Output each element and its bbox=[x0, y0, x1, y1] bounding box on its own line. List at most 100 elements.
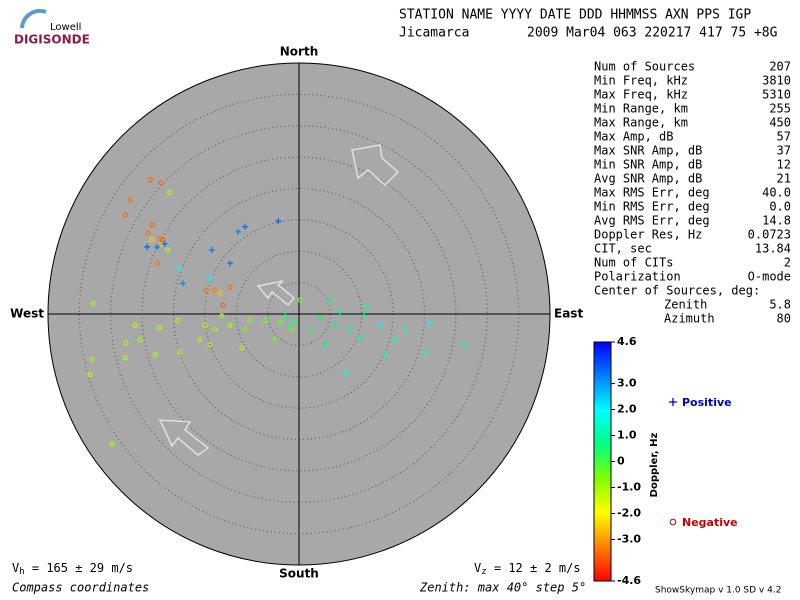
stat-label: Doppler Res, Hz bbox=[594, 228, 702, 242]
zenith-note: Zenith: max 40° step 5° bbox=[419, 581, 586, 595]
source-positive bbox=[402, 326, 409, 333]
source-negative bbox=[154, 260, 160, 266]
colorbar-tick-label: -2.0 bbox=[617, 506, 641, 519]
stat-value: 207 bbox=[769, 60, 791, 74]
center-label: Zenith bbox=[664, 298, 707, 312]
stat-value: 13.84 bbox=[755, 242, 791, 256]
source-negative bbox=[160, 237, 166, 243]
legend-circle bbox=[669, 518, 677, 526]
stat-value: 3810 bbox=[762, 74, 791, 88]
north-label: North bbox=[280, 45, 318, 59]
colorbar-tick-label: -3.0 bbox=[617, 532, 641, 545]
source-positive bbox=[363, 302, 370, 309]
source-negative bbox=[262, 317, 268, 323]
stat-value: 21 bbox=[777, 172, 791, 186]
source-negative bbox=[177, 349, 183, 355]
source-positive bbox=[346, 326, 353, 333]
source-negative bbox=[132, 322, 138, 328]
colorbar bbox=[593, 341, 612, 582]
legend-plus bbox=[669, 398, 677, 406]
colorbar-tick-label: 3.0 bbox=[617, 377, 637, 390]
south-label: South bbox=[279, 567, 319, 581]
source-positive bbox=[392, 336, 399, 343]
source-positive bbox=[144, 243, 151, 250]
colorbar-tick-label: 2.0 bbox=[617, 403, 637, 416]
stat-value: 37 bbox=[777, 144, 791, 158]
source-positive bbox=[321, 341, 328, 348]
stat-value: 12 bbox=[777, 158, 791, 172]
stat-label: Min Freq, kHz bbox=[594, 74, 688, 88]
source-positive bbox=[235, 228, 242, 235]
stat-label: Min Range, km bbox=[594, 102, 688, 116]
stat-label: Max Freq, kHz bbox=[594, 88, 688, 102]
motion-arrows bbox=[158, 144, 400, 456]
source-negative bbox=[239, 345, 245, 351]
legend-negative: Negative bbox=[682, 516, 738, 529]
colorbar-tick-label: 0 bbox=[617, 455, 625, 468]
stat-label: Num of CITs bbox=[594, 256, 673, 270]
west-label: West bbox=[10, 307, 44, 321]
source-positive bbox=[422, 349, 429, 356]
colorbar-tick-label: -1.0 bbox=[617, 480, 641, 493]
source-positive bbox=[176, 265, 183, 272]
colorbar-title: Doppler, Hz bbox=[649, 433, 660, 498]
stat-label: Avg RMS Err, deg bbox=[594, 214, 710, 228]
header-columns: STATION NAME YYYY DATE DDD HHMMSS AXN PP… bbox=[399, 8, 751, 23]
stat-value: 450 bbox=[769, 116, 791, 130]
stat-label: Max Range, km bbox=[594, 116, 688, 130]
source-negative bbox=[167, 189, 173, 195]
version: ShowSkymap v 1.0 SD v 4.2 bbox=[655, 586, 781, 596]
source-negative bbox=[207, 342, 213, 348]
source-negative bbox=[175, 317, 181, 323]
logo-bottom: DIGISONDE bbox=[14, 33, 90, 47]
source-negative bbox=[89, 357, 95, 363]
center-value: 80 bbox=[777, 312, 791, 326]
source-positive bbox=[381, 351, 388, 358]
source-negative bbox=[165, 247, 171, 253]
source-negative bbox=[212, 327, 218, 333]
source-negative bbox=[147, 177, 153, 183]
source-positive bbox=[208, 246, 215, 253]
source-positive bbox=[343, 369, 350, 376]
center-label: Azimuth bbox=[664, 312, 715, 326]
station-name: Jicamarca bbox=[399, 26, 469, 41]
source-positive bbox=[275, 218, 282, 225]
source-negative bbox=[123, 340, 129, 346]
source-positive bbox=[292, 317, 299, 324]
source-positive bbox=[356, 334, 363, 341]
source-negative bbox=[145, 230, 151, 236]
stat-value: 255 bbox=[769, 102, 791, 116]
source-positive bbox=[179, 280, 186, 287]
source-negative bbox=[149, 237, 155, 243]
source-negative bbox=[122, 212, 128, 218]
colorbar-tick-label: 1.0 bbox=[617, 429, 637, 442]
stat-label: Max Amp, dB bbox=[594, 130, 673, 144]
stat-value: 14.8 bbox=[762, 214, 791, 228]
source-positive bbox=[161, 240, 168, 247]
source-negative bbox=[109, 441, 115, 447]
source-positive bbox=[307, 326, 314, 333]
source-negative bbox=[202, 322, 208, 328]
source-negative bbox=[220, 302, 226, 308]
source-positive bbox=[376, 322, 383, 329]
stat-value: 40.0 bbox=[762, 186, 791, 200]
logo: Lowell DIGISONDE bbox=[14, 8, 90, 47]
center-value: 5.8 bbox=[769, 298, 791, 312]
source-negative bbox=[297, 297, 303, 303]
source-negative bbox=[227, 322, 233, 328]
legend: Positive Negative bbox=[669, 396, 738, 529]
legend-positive: Positive bbox=[682, 396, 732, 409]
stat-value: 5310 bbox=[762, 88, 791, 102]
header-values: 2009 Mar04 063 220217 417 75 +8G bbox=[527, 26, 778, 41]
source-negative bbox=[157, 325, 163, 331]
source-negative bbox=[127, 197, 133, 203]
logo-top: Lowell bbox=[50, 22, 81, 33]
stat-label: Num of Sources bbox=[594, 60, 695, 74]
source-positive bbox=[154, 243, 161, 250]
stat-label: CIT, sec bbox=[594, 242, 652, 256]
vz: Vz = 12 ± 2 m/s bbox=[474, 561, 581, 577]
source-positive bbox=[242, 223, 249, 230]
stat-label: Avg SNR Amp, dB bbox=[594, 172, 702, 186]
source-negative bbox=[289, 327, 295, 333]
